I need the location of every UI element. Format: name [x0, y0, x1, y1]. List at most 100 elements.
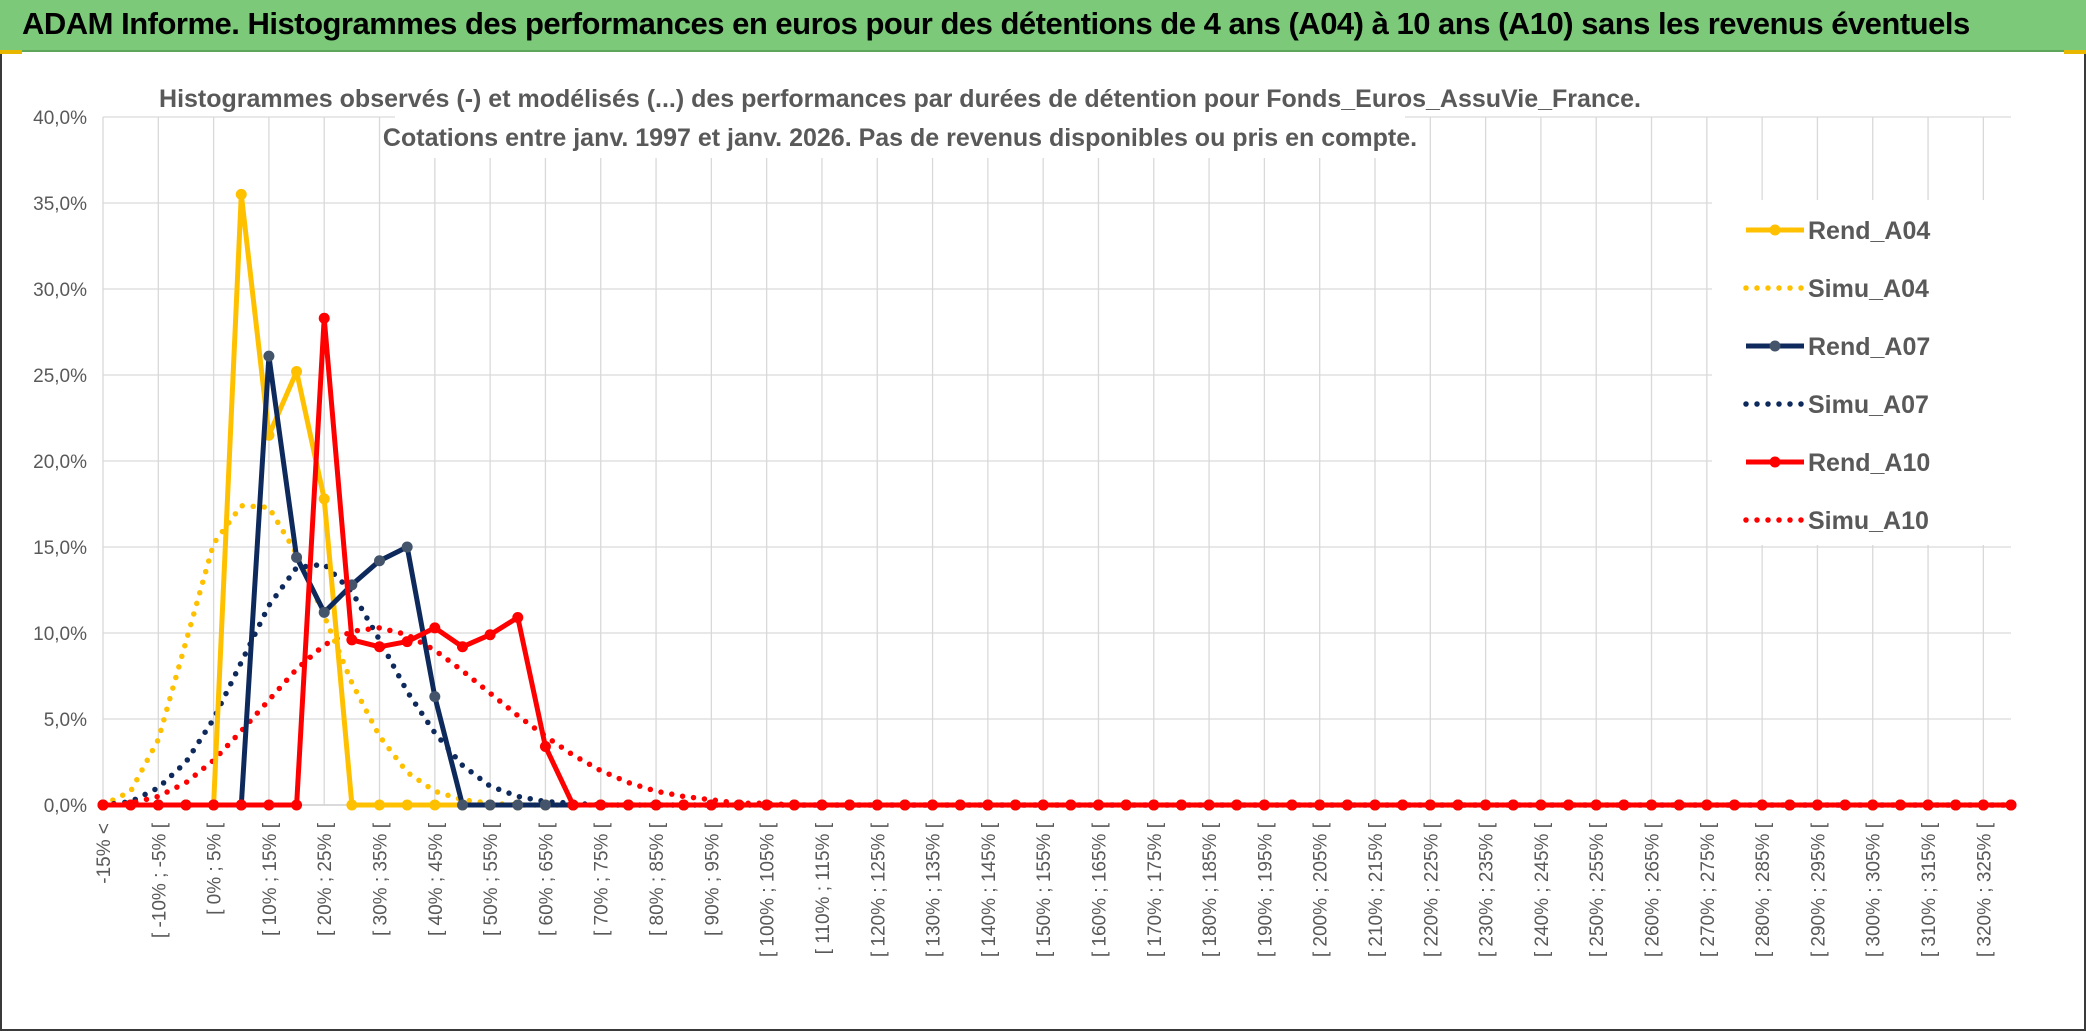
x-tick-label: [ 160% ; 165% [ — [1089, 822, 1110, 957]
data-point — [456, 799, 468, 811]
data-point — [429, 799, 441, 811]
data-point — [1701, 799, 1713, 811]
data-point — [871, 799, 883, 811]
x-tick-label: [ 180% ; 185% [ — [1200, 822, 1221, 957]
x-tick-label: [ 10% ; 15% [ — [260, 822, 281, 936]
x-tick-label: [ 30% ; 35% [ — [371, 822, 392, 936]
x-tick-label: [ 280% ; 285% [ — [1753, 822, 1774, 957]
data-point — [1010, 799, 1022, 811]
data-point — [125, 799, 137, 811]
chart-title-box: Histogrammes observés (-) et modélisés (… — [159, 74, 1641, 158]
y-tick-label: 20,0% — [33, 452, 87, 473]
data-point — [1148, 799, 1160, 811]
x-tick-label: [ 40% ; 45% [ — [426, 822, 447, 936]
data-point — [512, 799, 524, 811]
data-point — [927, 799, 939, 811]
x-tick-label: [ 200% ; 205% [ — [1311, 822, 1332, 957]
data-point — [1894, 799, 1906, 811]
data-point — [1507, 799, 1519, 811]
y-tick-label: 40,0% — [33, 108, 87, 129]
chart-title-line1: Histogrammes observés (-) et modélisés (… — [159, 85, 1641, 113]
data-point — [1977, 799, 1989, 811]
data-point — [1811, 799, 1823, 811]
data-point — [1728, 799, 1740, 811]
data-point — [1839, 799, 1851, 811]
data-point — [1341, 799, 1353, 811]
y-tick-label: 35,0% — [33, 194, 87, 215]
data-point — [982, 799, 994, 811]
x-tick-label: [ 220% ; 225% [ — [1421, 822, 1442, 957]
data-point — [291, 366, 303, 378]
x-tick-label: [ 70% ; 75% [ — [592, 822, 613, 936]
data-point — [2005, 799, 2017, 811]
x-tick-label: [ 150% ; 155% [ — [1034, 822, 1055, 957]
legend-marker — [1769, 340, 1781, 352]
x-tick-label: [ 230% ; 235% [ — [1477, 822, 1498, 957]
data-point — [1452, 799, 1464, 811]
x-tick-label: [ -10% ; -5% [ — [149, 822, 170, 938]
x-tick-label: [ 320% ; 325% [ — [1974, 822, 1995, 957]
data-point — [1535, 799, 1547, 811]
legend-marker — [1769, 224, 1781, 236]
y-tick-label: 25,0% — [33, 366, 87, 387]
data-point — [208, 799, 220, 811]
legend-label: Simu_A04 — [1808, 275, 1929, 303]
x-tick-label: [ 260% ; 265% [ — [1643, 822, 1664, 957]
data-point — [678, 799, 690, 811]
legend-label: Rend_A04 — [1808, 217, 1930, 245]
x-tick-label: [ 310% ; 315% [ — [1919, 822, 1940, 957]
data-point — [1922, 799, 1934, 811]
x-tick-label: [ 170% ; 175% [ — [1145, 822, 1166, 957]
y-tick-label: 0,0% — [44, 796, 87, 817]
data-point — [318, 493, 330, 505]
data-point — [1286, 799, 1298, 811]
x-tick-label: [ 60% ; 65% [ — [536, 822, 557, 936]
data-point — [1590, 799, 1602, 811]
data-point — [1424, 799, 1436, 811]
corner-accent-left — [0, 50, 22, 54]
data-point — [1175, 799, 1187, 811]
data-point — [429, 691, 441, 703]
data-point — [512, 612, 524, 624]
data-point — [152, 799, 164, 811]
x-tick-label: -15% < — [94, 823, 115, 884]
data-point — [401, 541, 413, 553]
y-tick-label: 5,0% — [44, 710, 87, 731]
x-tick-label: [ 20% ; 25% [ — [315, 822, 336, 936]
data-point — [1037, 799, 1049, 811]
x-axis: -15% < [ -10% ; -5% [[ 0% ; 5% [[ 10% ; 1… — [94, 822, 1995, 957]
plot-area — [97, 188, 2017, 811]
data-point — [539, 799, 551, 811]
x-tick-label: [ 130% ; 135% [ — [924, 822, 945, 957]
data-point — [1203, 799, 1215, 811]
legend-label: Rend_A07 — [1808, 333, 1930, 361]
y-tick-label: 15,0% — [33, 538, 87, 559]
x-tick-label: [ 80% ; 85% [ — [647, 822, 668, 936]
data-point — [235, 188, 247, 200]
y-tick-label: 30,0% — [33, 280, 87, 301]
data-point — [1120, 799, 1132, 811]
data-point — [1231, 799, 1243, 811]
data-point — [788, 799, 800, 811]
data-point — [1092, 799, 1104, 811]
data-point — [1314, 799, 1326, 811]
data-point — [844, 799, 856, 811]
data-point — [484, 799, 496, 811]
legend-label: Simu_A07 — [1808, 391, 1929, 419]
data-point — [1563, 799, 1575, 811]
data-point — [263, 799, 275, 811]
data-point — [1950, 799, 1962, 811]
data-point — [318, 606, 330, 618]
legend-marker — [1769, 456, 1781, 468]
x-tick-label: [ 270% ; 275% [ — [1698, 822, 1719, 957]
data-point — [816, 799, 828, 811]
series-line-simu-a04 — [100, 502, 2014, 808]
data-point — [705, 799, 717, 811]
data-point — [263, 350, 275, 362]
x-tick-label: [ 210% ; 215% [ — [1366, 822, 1387, 957]
legend-label: Simu_A10 — [1808, 507, 1929, 535]
data-point — [954, 799, 966, 811]
y-axis: 0,0% 5,0% 10,0% 15,0% 20,0% 25,0% 30,0% 35,0% 40… — [33, 108, 87, 817]
data-point — [291, 551, 303, 563]
